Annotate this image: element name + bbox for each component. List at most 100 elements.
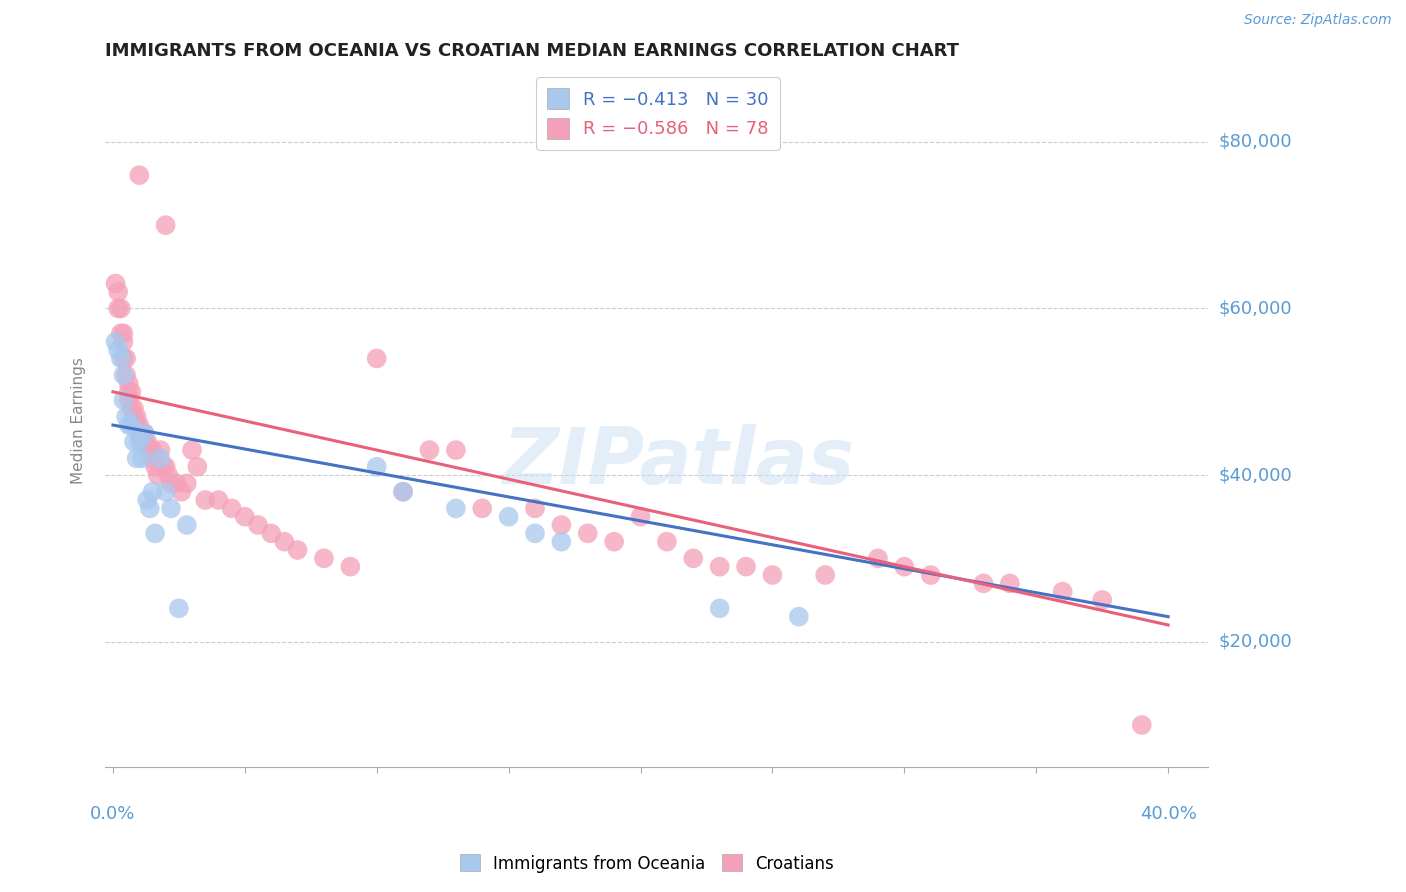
Point bbox=[131, 434, 153, 449]
Point bbox=[207, 493, 229, 508]
Point bbox=[118, 393, 141, 408]
Point bbox=[115, 409, 138, 424]
Text: 40.0%: 40.0% bbox=[1140, 805, 1197, 823]
Point bbox=[444, 501, 467, 516]
Point bbox=[366, 351, 388, 366]
Point bbox=[181, 443, 204, 458]
Point bbox=[104, 334, 127, 349]
Point bbox=[471, 501, 494, 516]
Point bbox=[550, 518, 572, 533]
Point bbox=[1130, 718, 1153, 732]
Point bbox=[115, 368, 138, 382]
Point bbox=[155, 484, 177, 499]
Point bbox=[110, 351, 132, 366]
Point bbox=[444, 443, 467, 458]
Point bbox=[118, 376, 141, 391]
Point bbox=[139, 443, 162, 458]
Point bbox=[498, 509, 520, 524]
Point bbox=[131, 451, 153, 466]
Point bbox=[155, 218, 177, 232]
Point bbox=[143, 459, 166, 474]
Point bbox=[104, 277, 127, 291]
Point bbox=[682, 551, 704, 566]
Point bbox=[136, 443, 159, 458]
Text: IMMIGRANTS FROM OCEANIA VS CROATIAN MEDIAN EARNINGS CORRELATION CHART: IMMIGRANTS FROM OCEANIA VS CROATIAN MEDI… bbox=[105, 42, 959, 60]
Point bbox=[550, 534, 572, 549]
Point bbox=[115, 351, 138, 366]
Point bbox=[125, 409, 148, 424]
Point bbox=[157, 468, 180, 483]
Point bbox=[120, 401, 142, 416]
Text: $60,000: $60,000 bbox=[1219, 300, 1292, 318]
Point bbox=[146, 468, 169, 483]
Text: Source: ZipAtlas.com: Source: ZipAtlas.com bbox=[1244, 13, 1392, 28]
Point bbox=[141, 484, 163, 499]
Point bbox=[131, 426, 153, 441]
Point bbox=[972, 576, 994, 591]
Point bbox=[141, 451, 163, 466]
Point bbox=[136, 493, 159, 508]
Point bbox=[1091, 593, 1114, 607]
Point bbox=[761, 568, 783, 582]
Point bbox=[655, 534, 678, 549]
Point bbox=[630, 509, 652, 524]
Point bbox=[186, 459, 208, 474]
Point bbox=[312, 551, 335, 566]
Point bbox=[112, 351, 135, 366]
Point bbox=[709, 559, 731, 574]
Point bbox=[167, 601, 190, 615]
Point bbox=[110, 326, 132, 341]
Point bbox=[112, 368, 135, 382]
Point bbox=[998, 576, 1021, 591]
Point bbox=[787, 609, 810, 624]
Point bbox=[273, 534, 295, 549]
Point bbox=[122, 409, 145, 424]
Point bbox=[152, 459, 174, 474]
Point bbox=[709, 601, 731, 615]
Text: 0.0%: 0.0% bbox=[90, 805, 135, 823]
Point bbox=[1052, 584, 1074, 599]
Point bbox=[125, 418, 148, 433]
Point bbox=[866, 551, 889, 566]
Point bbox=[128, 426, 150, 441]
Point bbox=[112, 334, 135, 349]
Legend: R = −0.413   N = 30, R = −0.586   N = 78: R = −0.413 N = 30, R = −0.586 N = 78 bbox=[536, 78, 780, 150]
Point bbox=[176, 518, 198, 533]
Point bbox=[155, 459, 177, 474]
Point bbox=[134, 426, 156, 441]
Point bbox=[287, 543, 309, 558]
Point bbox=[125, 451, 148, 466]
Point bbox=[122, 401, 145, 416]
Point bbox=[165, 476, 187, 491]
Point bbox=[920, 568, 942, 582]
Point bbox=[392, 484, 415, 499]
Point bbox=[107, 301, 129, 316]
Point bbox=[110, 301, 132, 316]
Point bbox=[221, 501, 243, 516]
Point bbox=[814, 568, 837, 582]
Point bbox=[139, 501, 162, 516]
Text: $80,000: $80,000 bbox=[1219, 133, 1292, 151]
Point bbox=[246, 518, 269, 533]
Point bbox=[524, 526, 547, 541]
Point bbox=[339, 559, 361, 574]
Point bbox=[118, 418, 141, 433]
Point bbox=[260, 526, 283, 541]
Text: $40,000: $40,000 bbox=[1219, 466, 1292, 484]
Point bbox=[107, 343, 129, 357]
Point bbox=[576, 526, 599, 541]
Point bbox=[134, 426, 156, 441]
Point bbox=[603, 534, 626, 549]
Point bbox=[128, 434, 150, 449]
Point bbox=[160, 501, 183, 516]
Point bbox=[143, 526, 166, 541]
Point bbox=[118, 384, 141, 399]
Point bbox=[120, 418, 142, 433]
Point bbox=[107, 285, 129, 299]
Point bbox=[366, 459, 388, 474]
Point bbox=[112, 393, 135, 408]
Legend: Immigrants from Oceania, Croatians: Immigrants from Oceania, Croatians bbox=[453, 847, 841, 880]
Point bbox=[160, 476, 183, 491]
Point bbox=[120, 384, 142, 399]
Point bbox=[893, 559, 915, 574]
